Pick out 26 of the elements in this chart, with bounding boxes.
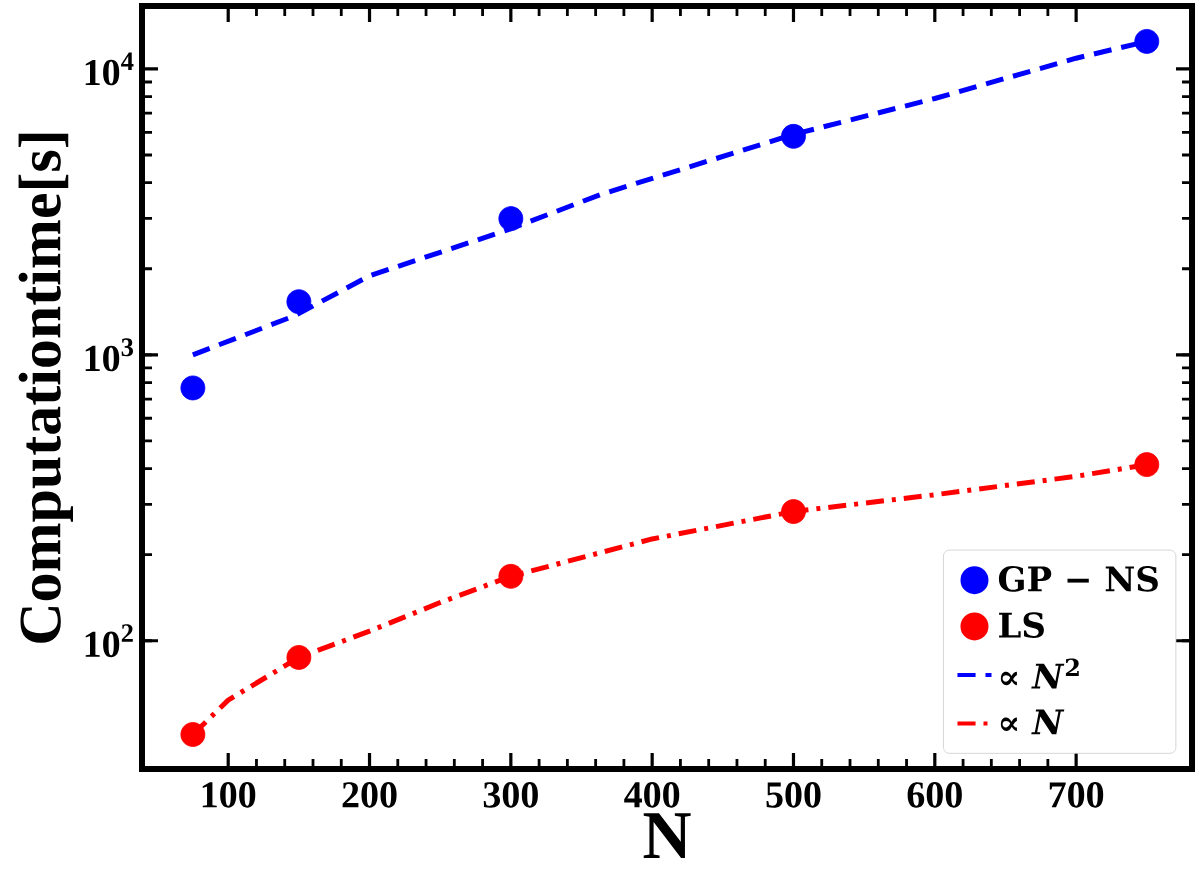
legend-label: GP − NS [998, 566, 1158, 592]
point [781, 123, 806, 149]
x-tick-label: 100 [202, 782, 256, 808]
y-axis-title: Computationtime[s] [18, 133, 73, 643]
x-axis-title: N [643, 813, 691, 858]
x-tick-label: 200 [342, 782, 397, 808]
legend-label: ∝ N$^{2}$ [1000, 658, 1079, 689]
x-tick-label: 400 [624, 782, 680, 808]
point [286, 289, 312, 315]
point [498, 206, 524, 232]
legend-label: ∝ N [1000, 709, 1065, 735]
x-tick-label: 300 [483, 782, 538, 808]
point [781, 499, 806, 524]
point [286, 645, 312, 670]
x-tick-label: 600 [907, 782, 962, 808]
legend-label: LS [999, 612, 1044, 638]
y-tick-label: 10$^{2}$ [85, 624, 133, 658]
point [1134, 29, 1160, 54]
x-tick-label: 700 [1049, 782, 1104, 808]
y-tick-label: 10$^{3}$ [85, 338, 134, 372]
point [180, 375, 206, 401]
point [1134, 452, 1160, 478]
y-tick-label: 10$^{4}$ [85, 52, 134, 86]
point [498, 563, 524, 589]
point [180, 722, 206, 747]
x-tick-label: 500 [766, 782, 821, 808]
